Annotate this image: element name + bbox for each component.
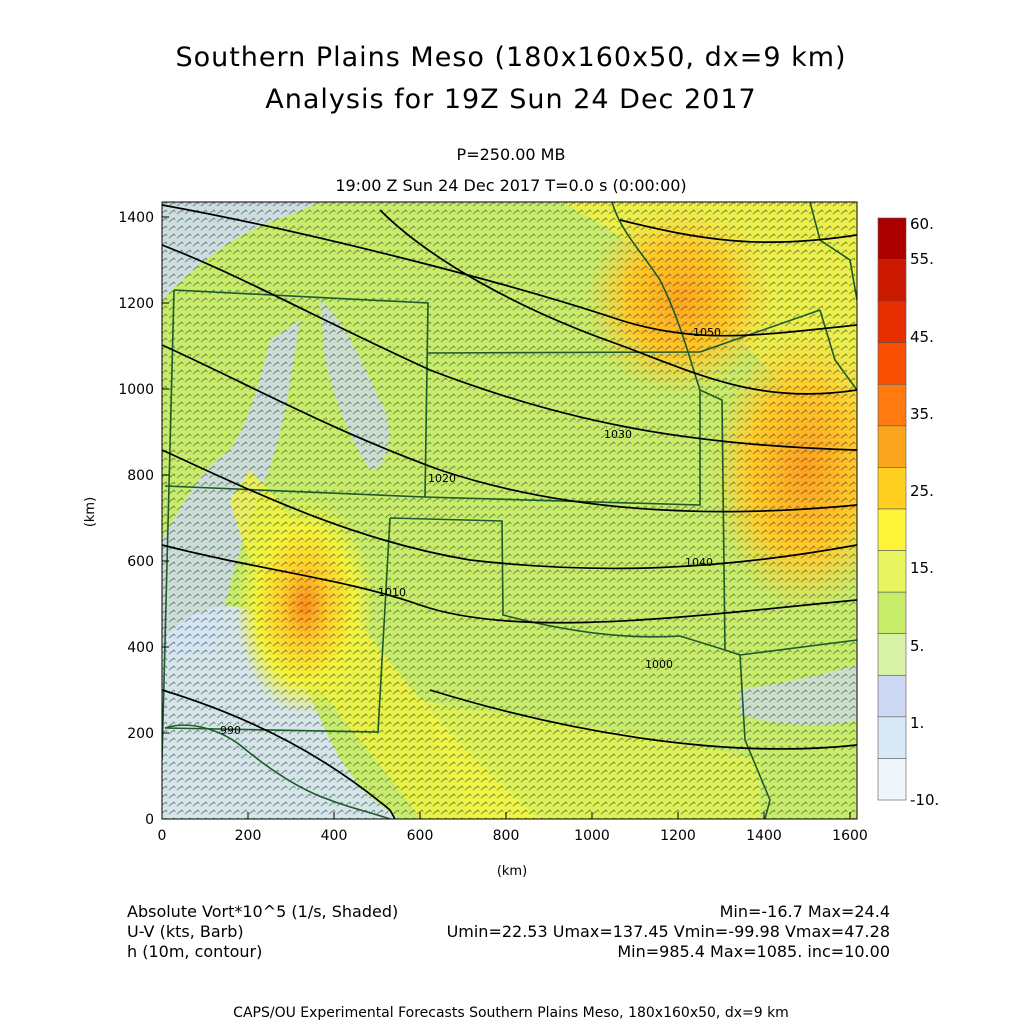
colorbar-swatch — [877, 591, 907, 635]
y-tick-label: 600 — [127, 554, 154, 570]
contour-1000 — [162, 544, 857, 624]
colorbar-swatch — [877, 467, 907, 510]
legend-vorticity-range: Min=-16.7 Max=24.4 — [719, 902, 890, 921]
colorbar-swatch — [877, 633, 907, 676]
colorbar-swatch — [877, 425, 907, 468]
contour-1020 — [162, 344, 857, 513]
legend-vorticity: Absolute Vort*10^5 (1/s, Shaded) — [127, 902, 399, 921]
title-line-1: Southern Plains Meso (180x160x50, dx=9 k… — [175, 42, 847, 73]
colorbar-swatch — [877, 550, 907, 593]
y-tick-label: 400 — [127, 640, 154, 656]
colorbar-label: 60. — [910, 215, 934, 233]
contour-1060 — [619, 219, 857, 244]
legend-wind: U-V (kts, Barb) — [127, 922, 244, 941]
x-axis-labels: 0 200 400 600 800 1000 1200 1400 1600 (k… — [158, 828, 868, 879]
colorbar-label: -10. — [910, 791, 939, 809]
colorbar-swatch — [877, 217, 907, 260]
legend-height-range: Min=985.4 Max=1085. inc=10.00 — [617, 942, 890, 961]
x-tick-label: 200 — [235, 828, 262, 844]
colorbar-swatch — [877, 300, 907, 344]
y-axis-title: (km) — [83, 497, 98, 527]
height-contours — [162, 204, 857, 819]
contour-1010 — [429, 689, 857, 750]
x-tick-label: 400 — [321, 828, 348, 844]
colorbar-label: 35. — [910, 405, 934, 423]
y-tick-label: 1200 — [118, 296, 154, 312]
x-tick-label: 1400 — [746, 828, 782, 844]
colorbar-swatch — [877, 674, 907, 718]
colorbar-swatch — [877, 758, 907, 801]
colorbar-label: 5. — [910, 637, 924, 655]
colorbar-label: 1. — [910, 714, 924, 732]
y-axis-ticks — [162, 216, 169, 820]
x-axis-title: (km) — [497, 864, 527, 879]
x-tick-label: 600 — [407, 828, 434, 844]
y-tick-label: 0 — [145, 812, 154, 828]
contour-label-2: 1030 — [604, 428, 632, 441]
y-tick-label: 1400 — [118, 210, 154, 226]
x-axis-ticks — [161, 812, 851, 819]
contour-label-5: 1010 — [378, 586, 406, 599]
valid-time: 19:00 Z Sun 24 Dec 2017 T=0.0 s (0:00:00… — [335, 176, 687, 195]
y-tick-label: 800 — [127, 468, 154, 484]
plot-frame — [161, 201, 858, 820]
y-axis-labels: 0 200 400 600 800 1000 1200 1400 — [118, 210, 154, 828]
contour-label-7: 990 — [220, 724, 241, 737]
map-plot: 1050 1030 1020 1040 1010 1000 990 — [162, 202, 857, 819]
colorbar-label: 55. — [910, 250, 934, 268]
contour-label-1: 1050 — [693, 326, 721, 339]
x-tick-label: 800 — [493, 828, 520, 844]
contour-label-6: 1000 — [645, 658, 673, 671]
colorbar-label: 15. — [910, 559, 934, 577]
colorbar-label: 45. — [910, 328, 934, 346]
x-tick-label: 1000 — [574, 828, 610, 844]
x-tick-label: 1600 — [832, 828, 868, 844]
contour-1050 — [162, 204, 857, 337]
title-line-2: Analysis for 19Z Sun 24 Dec 2017 — [265, 84, 757, 115]
colorbar-labels: 60. 55. 45. 35. 25. 15. 5. 1. -10. — [910, 215, 939, 809]
contour-label-4: 1040 — [685, 556, 713, 569]
contour-1040 — [162, 449, 857, 570]
x-tick-label: 1200 — [660, 828, 696, 844]
colorbar — [877, 217, 907, 801]
legend-wind-range: Umin=22.53 Umax=137.45 Vmin=-99.98 Vmax=… — [446, 922, 890, 941]
pressure-level: P=250.00 MB — [456, 145, 566, 164]
contour-1030 — [162, 244, 857, 451]
contour-labels: 1050 1030 1020 1040 1010 1000 990 — [220, 326, 721, 737]
contour-1040a — [379, 209, 857, 395]
contour-990 — [162, 689, 396, 819]
colorbar-swatch — [877, 342, 907, 385]
y-tick-label: 1000 — [118, 382, 154, 398]
legend-height: h (10m, contour) — [127, 942, 263, 961]
colorbar-swatch — [877, 716, 907, 759]
colorbar-swatch — [877, 259, 907, 302]
contour-label-3: 1020 — [428, 472, 456, 485]
wind-barbs — [162, 202, 857, 819]
colorbar-swatch — [877, 508, 907, 551]
y-tick-label: 200 — [127, 726, 154, 742]
x-tick-label: 0 — [158, 828, 167, 844]
credit-line: CAPS/OU Experimental Forecasts Southern … — [233, 1005, 789, 1021]
colorbar-label: 25. — [910, 482, 934, 500]
state-borders — [162, 202, 857, 819]
colorbar-swatch — [877, 383, 907, 427]
